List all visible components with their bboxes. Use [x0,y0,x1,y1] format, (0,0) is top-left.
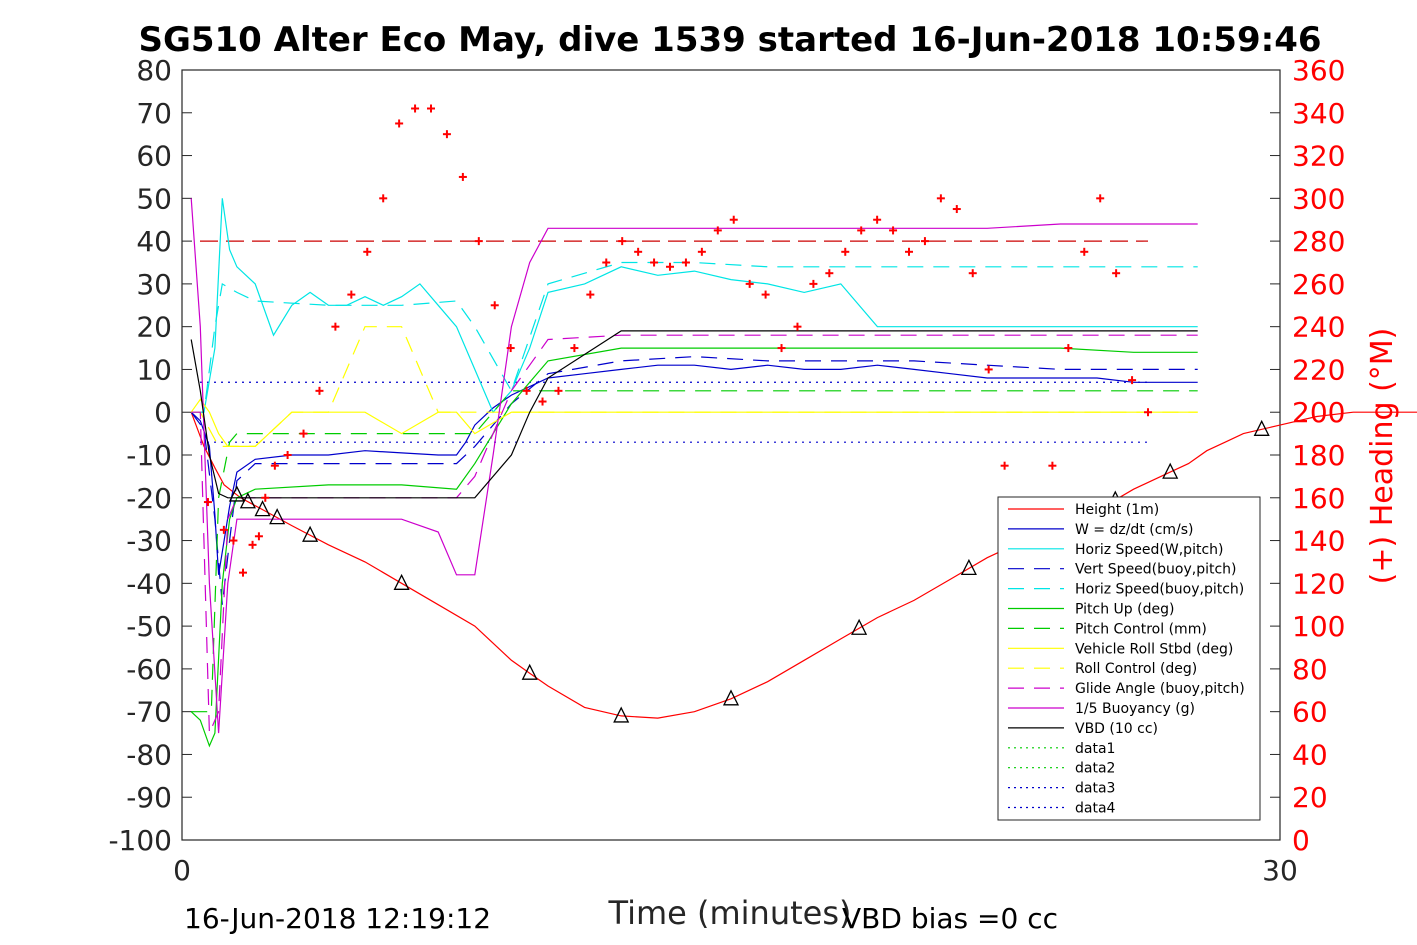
left-tick-label: -80 [126,738,172,771]
right-tick-label: 80 [1292,653,1328,686]
right-tick-label: 0 [1292,824,1310,857]
legend-label: VBD (10 cc) [1075,721,1158,737]
legend-label: data1 [1075,741,1115,757]
legend-label: data4 [1075,801,1116,817]
left-tick-label: 20 [136,311,172,344]
right-tick-label: 220 [1292,353,1345,386]
series-line-roll-control-deg [191,326,1198,447]
series-line-vbd-10-cc [190,330,1198,499]
series-line-pitch-up-deg [190,347,1198,748]
x-axis-label: Time (minutes) [608,894,852,932]
series-line-vert-speed-buoy-pitch [190,355,1198,605]
triangle-marker [851,618,868,635]
legend-label: Horiz Speed(buoy,pitch) [1075,582,1244,598]
triangle-marker [613,706,630,723]
legend: Height (1m) W = dz/dt (cm/s) Horiz Speed(W… [997,496,1261,821]
series-line-glide-angle-buoy-pitch [191,334,1198,734]
triangle-marker [722,689,740,706]
right-tick-label: 280 [1292,225,1345,258]
triangle-marker [393,573,410,590]
left-tick-label: -50 [126,610,172,643]
legend-label: Vehicle Roll Stbd (deg) [1075,641,1233,657]
series-line-1-5-buoyancy-g [190,198,1198,734]
left-tick-label: -10 [126,439,172,472]
legend-label: Pitch Control (mm) [1075,621,1207,637]
legend-label: W = dz/dt (cm/s) [1075,522,1194,538]
reference-lines [200,240,1148,443]
left-tick-label: 60 [136,140,172,173]
x-tick-label: 0 [173,854,191,887]
triangle-marker [239,492,256,509]
heading-markers [203,104,1152,577]
right-tick-label: 240 [1292,311,1345,344]
right-tick-label: 300 [1292,182,1345,215]
right-tick-label: 260 [1292,268,1345,301]
right-tick-label: 20 [1292,781,1328,814]
right-axis-label: (+) Heading (°M) [1365,328,1400,585]
right-tick-label: 60 [1292,696,1328,729]
right-tick-label: 360 [1292,54,1345,87]
legend-label: Vert Speed(buoy,pitch) [1075,562,1237,578]
left-tick-label: -20 [126,482,172,515]
footer-vbd-bias: VBD bias =0 cc [842,902,1058,935]
series-line-w-dz-dt-cm-s [190,364,1198,575]
left-tick-label: -60 [126,653,172,686]
triangle-marker [960,558,977,576]
legend-label: Horiz Speed(W,pitch) [1075,542,1223,558]
legend-label: Roll Control (deg) [1075,661,1197,677]
triangle-marker [269,508,286,525]
series-line-pitch-control-mm [191,390,1198,713]
legend-label: Height (1m) [1075,502,1159,518]
right-axis: 3603403203002802602402202001801601401201… [1270,54,1345,857]
right-tick-label: 100 [1292,610,1345,643]
left-tick-label: -40 [126,567,172,600]
left-tick-label: 10 [136,353,172,386]
left-tick-label: 30 [136,268,172,301]
right-tick-label: 340 [1292,97,1345,130]
left-tick-label: -100 [108,824,172,857]
left-tick-label: 50 [136,182,172,215]
triangle-marker [228,485,245,502]
left-tick-label: 40 [136,225,172,258]
right-tick-label: 180 [1292,439,1345,472]
series-lines [190,198,1417,748]
legend-box [997,496,1261,821]
legend-label: Glide Angle (buoy,pitch) [1075,681,1245,697]
left-tick-label: 0 [154,396,172,429]
triangle-marker [1162,462,1179,479]
legend-label: 1/5 Buoyancy (g) [1075,701,1195,717]
chart-title: SG510 Alter Eco May, dive 1539 started 1… [138,20,1321,60]
triangle-marker [254,500,271,517]
triangle-marker [521,663,538,680]
legend-label: Pitch Up (deg) [1075,602,1174,618]
left-tick-label: -70 [126,696,172,729]
right-tick-label: 40 [1292,738,1328,771]
left-tick-label: 80 [136,54,172,87]
right-tick-label: 160 [1292,482,1345,515]
right-tick-label: 320 [1292,140,1345,173]
right-tick-label: 120 [1292,567,1345,600]
footer-timestamp: 16-Jun-2018 12:19:12 [184,902,491,935]
right-tick-label: 200 [1292,396,1345,429]
right-tick-label: 140 [1292,525,1345,558]
series-line-horiz-speed-buoy-pitch [191,261,1198,413]
legend-label: data3 [1075,781,1115,797]
x-tick-label: 30 [1262,854,1298,887]
legend-label: data2 [1075,761,1115,777]
left-axis: 80 70 60 50 40 30 20 10 0 -10 -20 -30 -40 -50 -60 -70 -8… [108,54,192,857]
series-line-height-1m [190,411,1417,719]
left-tick-label: -30 [126,525,172,558]
left-tick-label: 70 [136,97,172,130]
left-tick-label: -90 [126,781,172,814]
triangle-marker [302,525,319,542]
triangle-marker [1253,419,1270,436]
